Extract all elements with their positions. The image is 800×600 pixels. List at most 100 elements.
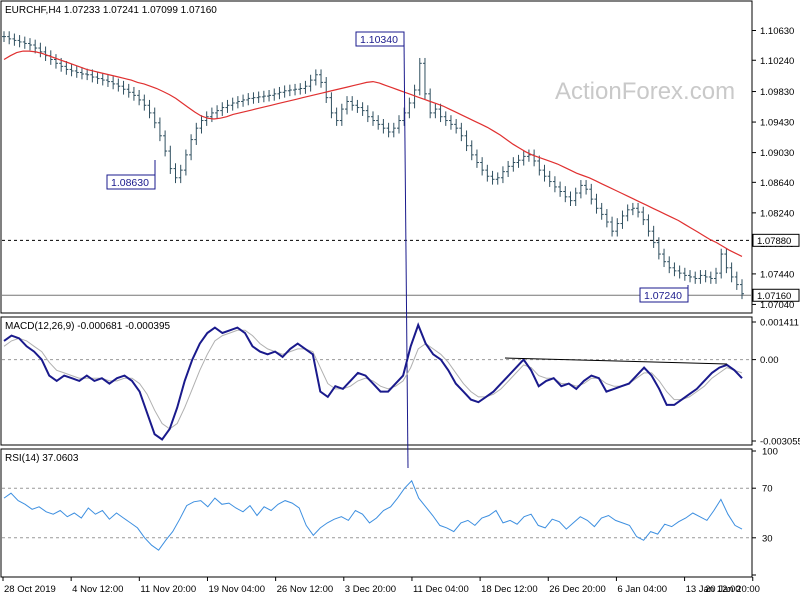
- price-bar: [636, 202, 641, 218]
- price-bar: [277, 86, 282, 100]
- y-tick-label: 1.10630: [760, 26, 794, 37]
- macd-main-line: [3, 322, 743, 441]
- price-bar: [620, 210, 625, 229]
- rsi-grid: [2, 487, 752, 539]
- price-bar: [443, 111, 448, 126]
- price-bar: [287, 84, 292, 97]
- price-bar: [417, 57, 422, 96]
- x-tick-label: 26 Nov 12:00: [277, 584, 334, 595]
- price-bar: [313, 69, 318, 86]
- price-bar: [241, 94, 246, 107]
- price-bar: [547, 170, 552, 187]
- time-axis-ticks: 28 Oct 2019 4 Nov 12:00 11 Nov 20:00 19 Nov…: [2, 577, 760, 595]
- y-tick-label: 1.07440: [760, 269, 794, 280]
- price-bar: [365, 105, 370, 123]
- price-bar: [662, 248, 667, 268]
- rsi-title: RSI(14) 37.0603: [5, 453, 79, 464]
- price-bar: [610, 216, 615, 237]
- moving-average-line: [3, 50, 743, 257]
- price-bar: [204, 111, 209, 126]
- price-bar: [558, 181, 563, 197]
- x-tick-label: 20 Jan 20:00: [705, 584, 760, 595]
- y-tick-label: 1.08640: [760, 178, 794, 189]
- price-bar: [688, 270, 693, 283]
- price-bar: [95, 71, 100, 84]
- price-bar: [360, 102, 365, 116]
- rsi-axis-ticks: 100 70 30: [752, 447, 778, 576]
- macd-panel: [0, 316, 753, 446]
- price-bar: [568, 191, 573, 206]
- price-bar: [303, 80, 308, 94]
- price-bar: [573, 187, 578, 206]
- price-bar: [251, 92, 256, 104]
- annotation-label: 1.10340: [360, 34, 398, 46]
- rsi-tick-label: 100: [762, 447, 778, 458]
- price-chart-title: EURCHF,H4 1.07233 1.07241 1.07099 1.0716…: [5, 5, 217, 16]
- price-bar: [12, 33, 17, 46]
- price-bar: [137, 90, 142, 106]
- price-bar: [261, 90, 266, 103]
- price-grid: [2, 239, 752, 296]
- price-bar: [69, 64, 74, 77]
- macd-axis-ticks: 0.001411 0.00 -0.003055: [752, 318, 800, 448]
- price-bar: [490, 170, 495, 185]
- price-bar: [142, 94, 147, 111]
- price-bar: [105, 74, 110, 87]
- macd-tick-label: -0.003055: [760, 437, 800, 448]
- price-tag: 1.07880: [757, 236, 791, 247]
- price-bar: [646, 214, 651, 237]
- price-bar: [293, 83, 298, 96]
- price-bar: [230, 97, 235, 111]
- price-annotation: 1.10340: [355, 31, 409, 469]
- price-bars: [2, 31, 744, 300]
- price-bar: [407, 97, 412, 119]
- price-bar: [459, 122, 464, 142]
- price-bar: [319, 69, 324, 88]
- price-bar: [79, 67, 84, 80]
- x-tick-label: 19 Nov 04:00: [208, 584, 265, 595]
- price-bar: [33, 39, 38, 54]
- price-bar: [246, 93, 251, 106]
- y-tick-label: 1.09430: [760, 118, 794, 129]
- price-bar: [111, 76, 116, 90]
- price-bar: [381, 119, 386, 134]
- price-bar: [339, 103, 344, 126]
- price-bar: [282, 85, 287, 98]
- price-bar: [615, 218, 620, 237]
- price-bar: [578, 180, 583, 199]
- rsi-line: [3, 479, 743, 551]
- y-tick-label: 1.09830: [760, 87, 794, 98]
- price-bar: [178, 164, 183, 184]
- price-bar: [272, 88, 277, 101]
- price-bar: [448, 115, 453, 130]
- price-bar: [698, 270, 703, 284]
- price-bar: [116, 78, 121, 92]
- price-bar: [85, 68, 90, 81]
- price-bar: [220, 102, 225, 116]
- price-bar: [542, 164, 547, 182]
- price-bar: [740, 279, 744, 300]
- price-bar: [256, 91, 261, 103]
- price-bar: [703, 270, 708, 283]
- price-bar: [506, 160, 511, 177]
- price-bar: [215, 105, 220, 119]
- price-bar: [74, 65, 79, 78]
- price-bar: [594, 193, 599, 214]
- price-axis-ticks: 1.10630 1.10240 1.09830 1.09430 1.09030 1.086…: [752, 26, 800, 311]
- price-bar: [345, 96, 350, 115]
- price-bar: [495, 172, 500, 185]
- price-bar: [604, 209, 609, 228]
- price-bar: [391, 122, 396, 138]
- price-bar: [589, 183, 594, 205]
- price-bar: [308, 74, 313, 92]
- price-bar: [428, 88, 433, 119]
- y-tick-label: 1.09030: [760, 148, 794, 159]
- x-tick-label: 26 Dec 20:00: [549, 584, 606, 595]
- price-bar: [552, 176, 557, 193]
- price-bar: [474, 149, 479, 168]
- annotation-label: 1.08630: [111, 177, 149, 189]
- price-bar: [189, 134, 194, 161]
- price-bar: [693, 271, 698, 284]
- macd-trendline: [504, 357, 728, 365]
